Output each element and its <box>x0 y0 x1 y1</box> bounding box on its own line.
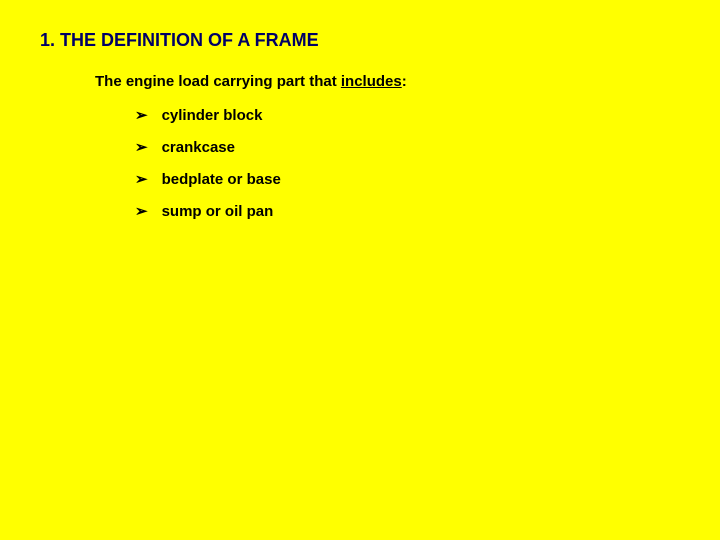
intro-underlined: includes <box>341 73 402 90</box>
list-item-label: crankcase <box>162 139 235 156</box>
intro-prefix: The engine load carrying part that <box>95 73 341 90</box>
list-item: ➢ sump or oil pan <box>135 202 680 220</box>
slide: 1. THE DEFINITION OF A FRAME The engine … <box>0 0 720 540</box>
chevron-right-icon: ➢ <box>135 170 148 188</box>
chevron-right-icon: ➢ <box>135 202 148 220</box>
bullet-list: ➢ cylinder block ➢ crankcase ➢ bedplate … <box>135 106 680 220</box>
list-item-label: bedplate or base <box>162 171 281 188</box>
slide-heading: 1. THE DEFINITION OF A FRAME <box>40 30 680 51</box>
intro-suffix: : <box>402 73 407 90</box>
list-item: ➢ cylinder block <box>135 106 680 124</box>
list-item-label: cylinder block <box>162 107 263 124</box>
list-item-label: sump or oil pan <box>162 203 274 220</box>
intro-line: The engine load carrying part that inclu… <box>95 73 680 90</box>
list-item: ➢ bedplate or base <box>135 170 680 188</box>
list-item: ➢ crankcase <box>135 138 680 156</box>
chevron-right-icon: ➢ <box>135 106 148 124</box>
chevron-right-icon: ➢ <box>135 138 148 156</box>
